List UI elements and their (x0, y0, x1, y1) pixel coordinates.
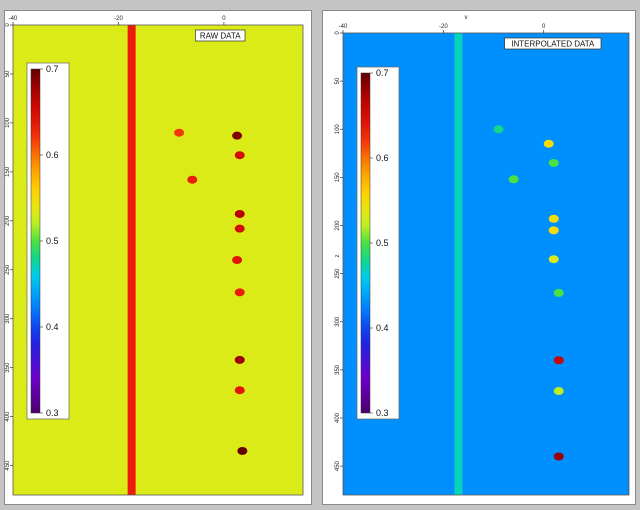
colorbar-tick-label: 0.3 (376, 408, 389, 418)
anomaly-mark (234, 386, 245, 395)
x-tick-label: -40 (9, 16, 18, 22)
anomaly-mark (543, 139, 554, 148)
anomaly-mark (187, 175, 198, 184)
colorbar-tick-label: 0.5 (376, 238, 389, 248)
x-tick-label: -40 (339, 24, 348, 30)
y-tick-label: 300 (335, 316, 341, 327)
y-tick-label: 450 (5, 460, 11, 471)
plot-frame (342, 32, 630, 496)
y-tick-label: 0 (335, 31, 341, 35)
y-tick-label: 200 (335, 220, 341, 231)
anomaly-mark (493, 125, 504, 134)
y-tick-label: 250 (335, 268, 341, 279)
y-tick-label: 450 (335, 460, 341, 471)
y-tick-label: 100 (335, 124, 341, 135)
y-tick-label: 200 (5, 215, 11, 226)
interpolated-data-panel: -40 -20 0 v 0 50 100 150 200 250 300 350 400 450 z INTE… (322, 10, 636, 505)
colorbar-tick-label: 0.5 (46, 236, 59, 246)
anomaly-mark (553, 452, 564, 461)
anomaly-mark (234, 355, 245, 364)
anomaly-mark (548, 255, 559, 264)
y-tick-label: 400 (5, 411, 11, 422)
y-tick-label: 150 (5, 166, 11, 177)
colorbar (30, 68, 41, 414)
y-tick-label: 250 (5, 264, 11, 275)
colorbar-tick-label: 0.7 (46, 64, 59, 74)
anomaly-mark (508, 175, 519, 184)
plot-frame (12, 24, 304, 496)
colorbar-tick-label: 0.6 (46, 150, 59, 160)
plot-title: RAW DATA (200, 32, 241, 41)
vertical-stripe (454, 33, 463, 495)
x-tick-label: -20 (439, 24, 448, 30)
y-tick-label: 350 (335, 364, 341, 375)
y-tick-label: 50 (335, 77, 341, 84)
raw-data-panel: -40 -20 0 0 50 100 150 200 250 300 350 400 450 RAW DA… (4, 10, 312, 505)
colorbar-tick-label: 0.6 (376, 153, 389, 163)
anomaly-mark (548, 214, 559, 223)
y-tick-label: 50 (5, 70, 11, 77)
anomaly-mark (234, 209, 245, 218)
x-tick-label: 0 (542, 24, 546, 30)
plot-title-box (195, 29, 246, 42)
y-tick-label: 150 (335, 172, 341, 183)
colorbar-tick-label: 0.4 (46, 322, 59, 332)
x-tick-label: 0 (222, 16, 226, 22)
colorbar-tick-label: 0.7 (376, 68, 389, 78)
anomaly-mark (548, 226, 559, 235)
y-tick-label: 350 (5, 362, 11, 373)
anomaly-mark (553, 387, 564, 396)
y-axis-label: z (335, 255, 341, 258)
colorbar-tick-label: 0.4 (376, 323, 389, 333)
anomaly-mark (234, 288, 245, 297)
y-tick-label: 300 (5, 313, 11, 324)
plot-title: INTERPOLATED DATA (511, 40, 595, 49)
anomaly-mark (237, 446, 248, 455)
plot-title-box (504, 37, 602, 50)
x-axis-label: v (465, 15, 468, 21)
anomaly-mark (553, 356, 564, 365)
anomaly-mark (232, 131, 243, 140)
colorbar-tick-label: 0.3 (46, 408, 59, 418)
anomaly-mark (553, 288, 564, 297)
colorbar (360, 72, 371, 414)
y-tick-label: 0 (5, 23, 11, 27)
raw-data-heatmap: -40 -20 0 0 50 100 150 200 250 300 350 400 450 RAW DA… (5, 16, 304, 496)
interpolated-data-heatmap: -40 -20 0 v 0 50 100 150 200 250 300 350 400 450 z INTE… (335, 15, 630, 496)
anomaly-mark (232, 256, 243, 264)
y-tick-label: 100 (5, 117, 11, 128)
anomaly-mark (234, 224, 245, 233)
anomaly-mark (174, 128, 185, 137)
anomaly-mark (234, 151, 245, 160)
y-tick-label: 400 (335, 412, 341, 423)
anomaly-mark (548, 158, 559, 167)
vertical-stripe (127, 25, 136, 495)
x-tick-label: -20 (114, 16, 123, 22)
